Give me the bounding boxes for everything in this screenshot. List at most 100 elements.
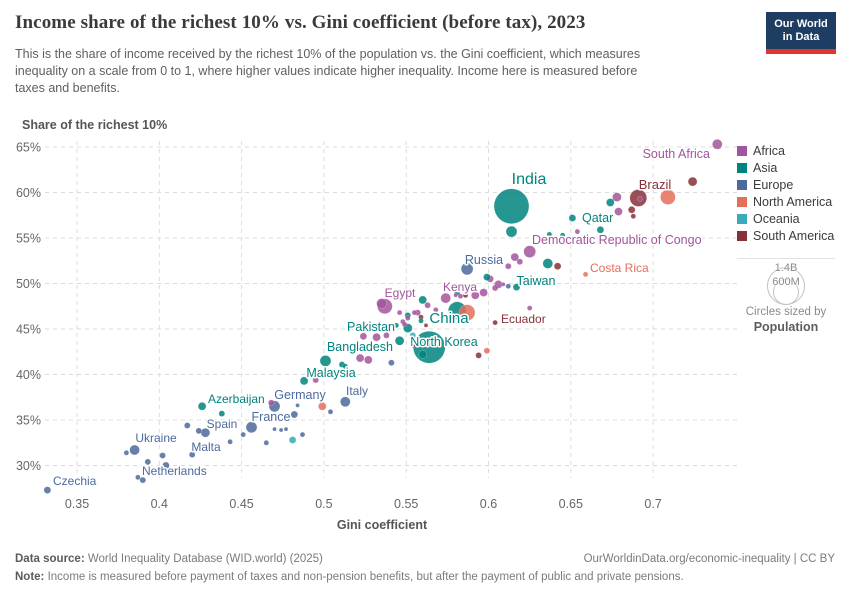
data-point-africa[interactable] xyxy=(267,399,275,406)
data-point-europe[interactable] xyxy=(272,426,277,432)
data-point-netherlands[interactable] xyxy=(139,476,147,484)
data-point-africa[interactable] xyxy=(457,293,464,299)
data-point-europe[interactable] xyxy=(278,427,284,433)
data-point-oceania[interactable] xyxy=(409,332,417,339)
data-point-italy[interactable] xyxy=(340,396,351,408)
data-point-taiwan[interactable] xyxy=(542,258,554,269)
data-point-africa[interactable] xyxy=(516,258,524,265)
data-point-north-america[interactable] xyxy=(660,189,676,205)
data-point-south-america[interactable] xyxy=(410,342,416,349)
data-point-south-america[interactable] xyxy=(475,352,482,359)
legend-item-europe[interactable]: Europe xyxy=(737,176,847,193)
data-point-africa[interactable] xyxy=(372,332,381,342)
data-point-asia[interactable] xyxy=(512,283,521,291)
data-point-asia[interactable] xyxy=(546,231,553,238)
data-point-asia[interactable] xyxy=(483,273,491,281)
legend-item-oceania[interactable]: Oceania xyxy=(737,210,847,227)
data-point-africa[interactable] xyxy=(312,376,319,384)
data-point-democratic-republic-of-congo[interactable] xyxy=(523,245,536,258)
data-point-north-america[interactable] xyxy=(318,402,327,411)
data-point-malta[interactable] xyxy=(188,451,196,458)
data-point-europe[interactable] xyxy=(263,440,270,446)
legend-item-asia[interactable]: Asia xyxy=(737,159,847,176)
owid-logo[interactable]: Our World in Data xyxy=(766,12,836,54)
data-point-europe[interactable] xyxy=(327,409,334,415)
data-point-ecuador[interactable] xyxy=(492,319,498,326)
data-point-asia[interactable] xyxy=(418,318,424,324)
data-point-africa[interactable] xyxy=(364,355,373,365)
data-point-france[interactable] xyxy=(245,421,258,434)
data-point-europe[interactable] xyxy=(159,452,166,459)
data-point-africa[interactable] xyxy=(574,228,581,235)
data-point-africa[interactable] xyxy=(614,207,623,216)
data-point-europe[interactable] xyxy=(195,427,203,435)
data-point-africa[interactable] xyxy=(405,315,411,321)
data-point-africa[interactable] xyxy=(491,284,499,292)
data-point-south-america[interactable] xyxy=(553,262,562,270)
legend-item-africa[interactable]: Africa xyxy=(737,142,847,159)
data-point-asia[interactable] xyxy=(606,198,615,207)
data-point-africa[interactable] xyxy=(383,332,390,339)
data-point-africa[interactable] xyxy=(355,353,365,363)
data-point-south-america[interactable] xyxy=(423,323,429,328)
data-point-europe[interactable] xyxy=(144,458,152,466)
data-point-south-america[interactable] xyxy=(627,206,636,214)
data-point-africa[interactable] xyxy=(612,192,622,202)
data-point-azerbaijan[interactable] xyxy=(197,402,207,411)
data-point-africa[interactable] xyxy=(501,282,506,287)
data-point-europe[interactable] xyxy=(283,426,289,432)
data-point-africa[interactable] xyxy=(510,252,520,262)
data-point-south-america[interactable] xyxy=(687,176,698,187)
data-point-north-america[interactable] xyxy=(483,347,491,355)
data-point-qatar[interactable] xyxy=(568,214,577,222)
data-point-europe[interactable] xyxy=(505,283,512,289)
data-point-asia[interactable] xyxy=(342,363,349,370)
data-point-africa[interactable] xyxy=(453,293,458,298)
data-point-europe[interactable] xyxy=(162,461,170,470)
data-point-europe[interactable] xyxy=(295,403,300,408)
data-point-asia[interactable] xyxy=(418,350,427,359)
data-point-asia[interactable] xyxy=(418,295,427,305)
data-point-asia[interactable] xyxy=(218,410,226,417)
data-point-czechia[interactable] xyxy=(43,486,52,494)
data-point-asia[interactable] xyxy=(505,225,518,238)
data-point-asia[interactable] xyxy=(393,322,400,329)
data-point-africa[interactable] xyxy=(479,288,488,297)
data-point-europe[interactable] xyxy=(135,474,141,481)
data-point-africa[interactable] xyxy=(526,305,533,311)
data-point-africa[interactable] xyxy=(396,309,403,316)
data-point-europe[interactable] xyxy=(290,410,299,419)
data-point-costa-rica[interactable] xyxy=(582,271,589,278)
data-point-africa[interactable] xyxy=(424,302,431,309)
data-point-africa[interactable] xyxy=(401,321,408,328)
data-point-south-africa[interactable] xyxy=(712,139,723,150)
data-point-africa[interactable] xyxy=(411,309,418,316)
data-point-europe[interactable] xyxy=(123,450,130,456)
data-point-bangladesh[interactable] xyxy=(394,336,405,346)
data-point-africa[interactable] xyxy=(433,307,439,313)
data-point-kenya[interactable] xyxy=(440,292,451,304)
data-point-india[interactable] xyxy=(493,188,530,224)
data-point-europe[interactable] xyxy=(240,431,246,438)
data-point-europe[interactable] xyxy=(227,439,233,445)
data-point-north-america[interactable] xyxy=(458,304,476,321)
data-point-europe[interactable] xyxy=(299,431,306,438)
owid-link[interactable]: OurWorldinData.org/economic-inequality |… xyxy=(583,553,835,565)
data-point-south-america[interactable] xyxy=(630,213,637,219)
data-point-asia[interactable] xyxy=(559,232,566,239)
data-point-south-america[interactable] xyxy=(462,292,469,299)
data-point-ukraine[interactable] xyxy=(129,444,140,456)
data-point-oceania[interactable] xyxy=(288,436,297,444)
data-point-europe[interactable] xyxy=(184,422,191,429)
data-point-asia[interactable] xyxy=(319,355,332,367)
data-point-africa[interactable] xyxy=(376,298,387,309)
data-point-russia[interactable] xyxy=(460,262,474,276)
data-point-africa[interactable] xyxy=(359,332,368,341)
legend-item-north-america[interactable]: North America xyxy=(737,193,847,210)
data-point-europe[interactable] xyxy=(388,359,395,366)
data-point-africa[interactable] xyxy=(505,262,512,270)
data-point-malaysia[interactable] xyxy=(299,376,309,386)
data-point-africa[interactable] xyxy=(637,196,643,202)
legend-item-south-america[interactable]: South America xyxy=(737,227,847,244)
data-point-africa[interactable] xyxy=(471,291,480,300)
